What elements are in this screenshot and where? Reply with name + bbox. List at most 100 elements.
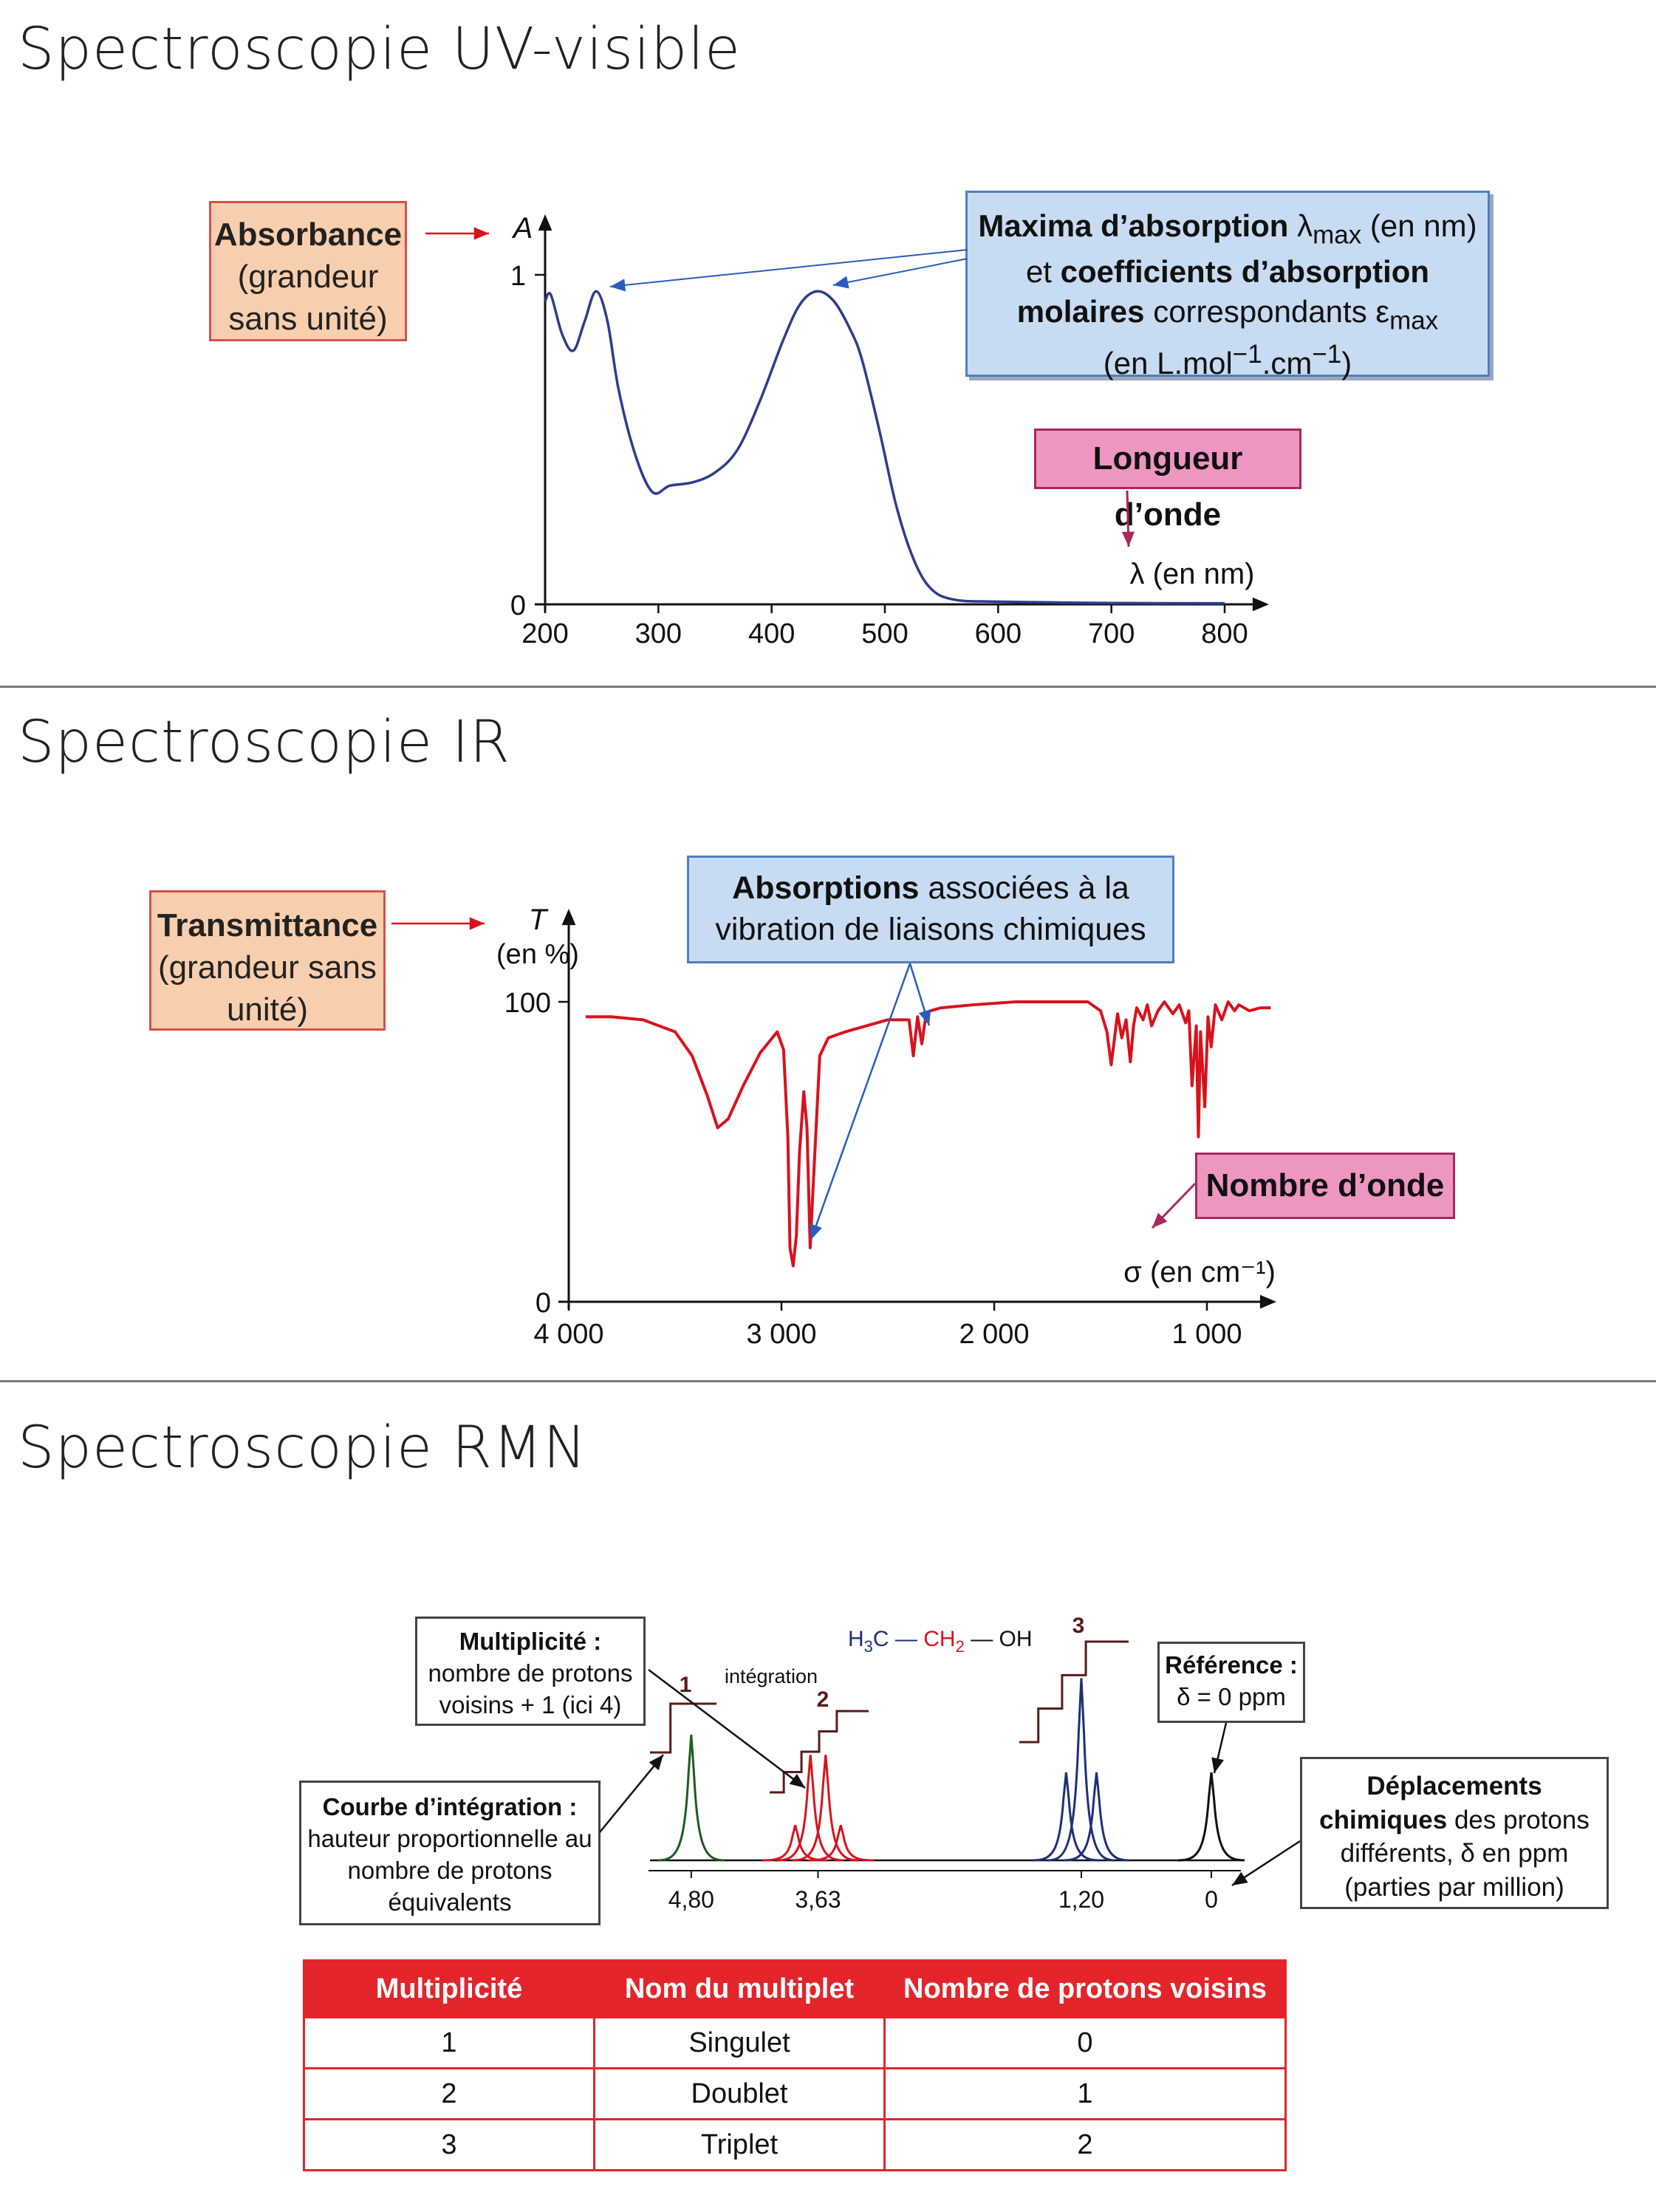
ir-x-tick-label: 2 000 (959, 1319, 1029, 1350)
nmr-peak (1063, 1772, 1130, 1862)
table-cell: 2 (303, 2067, 595, 2120)
table-cell: 3 (303, 2118, 595, 2171)
nmr-courbe-arrow (599, 1754, 664, 1833)
uv-x-tick-label: 800 (1201, 618, 1248, 649)
uv-y-tick-label: 1 (510, 261, 526, 292)
nmr-reference-arrow-head (1211, 1757, 1224, 1773)
table-cell: 1 (303, 2016, 595, 2069)
ir-x-tick-label: 1 000 (1171, 1319, 1242, 1350)
unit-b: .cm (1262, 346, 1313, 381)
ir-x-axis-arrow (1259, 1294, 1276, 1309)
uv-x-tick-label: 200 (521, 618, 568, 649)
ir-x-axis-label: σ (en cm⁻¹) (1123, 1256, 1276, 1288)
nmr-section-title: Spectroscopie RMN (18, 1415, 587, 1481)
nombre-onde-box: Nombre d’onde (1195, 1153, 1455, 1219)
uv-absorbance-curve (544, 290, 1225, 605)
uv-x-tick-label: 400 (748, 618, 795, 649)
deplacements-box-title: Déplacements chimiques (1319, 1772, 1542, 1834)
uv-absorbance-arrow-head (473, 227, 489, 240)
uv-x-tick-label: 700 (1088, 618, 1135, 649)
table-cell: 1 (883, 2067, 1287, 2120)
nmr-integration-curve (1019, 1640, 1129, 1744)
ir-absorption-arrow-1-head (810, 1223, 822, 1240)
nmr-multiplicite-arrow (648, 1669, 806, 1789)
table-cell: Singulet (593, 2016, 886, 2069)
nmr-peak (1033, 1772, 1100, 1862)
table-cell: Doublet (593, 2067, 886, 2120)
ir-y-axis-arrow (561, 909, 576, 926)
ir-absorption-arrow-1 (810, 963, 911, 1240)
nmr-group-label: 1 (680, 1673, 692, 1697)
table-header: Nombre de protons voisins (883, 1959, 1287, 2018)
courbe-integration-box: Courbe d’intégration : hauteur proportio… (299, 1781, 601, 1925)
table-row: 1 Singulet 0 (303, 2016, 1287, 2069)
ir-section-title: Spectroscopie IR (18, 709, 510, 776)
nmr-integration-curve (770, 1710, 869, 1794)
uv-y-axis-label: A (512, 212, 533, 245)
divider-2 (0, 1380, 1656, 1382)
reference-box-title: Référence : (1165, 1651, 1298, 1679)
transmittance-box-text: (grandeur sans unité) (158, 949, 377, 1028)
unit-c: ) (1341, 346, 1352, 381)
maxima-box-bold-1: Maxima d’absorption (978, 208, 1289, 243)
nmr-x-tick-label: 3,63 (795, 1886, 841, 1913)
ir-transmittance-curve (586, 1000, 1271, 1268)
nmr-deplacements-arrow-head (1232, 1871, 1248, 1885)
reference-box-text: δ = 0 ppm (1177, 1682, 1286, 1710)
multiplicite-box: Multiplicité : nombre de protons voisins… (415, 1617, 646, 1726)
uv-chart: 200 300 400 500 600 700 800 0 1 Aλ (en nm) (425, 212, 1269, 649)
absorptions-box-title: Absorptions (732, 870, 920, 906)
deplacements-box: Déplacements chimiques des protons diffé… (1300, 1757, 1609, 1909)
unit-sup-2: −1 (1312, 340, 1342, 369)
absorbance-box-text: (grandeur sans unité) (228, 259, 388, 338)
nmr-x-tick-label: 0 (1205, 1886, 1218, 1913)
multiplicite-box-title: Multiplicité : (459, 1628, 602, 1655)
nmr-integration-curve (650, 1702, 716, 1754)
ir-y-tick-label: 100 (504, 988, 551, 1019)
table-cell: Triplet (593, 2118, 886, 2171)
lambda-symbol: λ (1297, 208, 1313, 243)
maxima-box-bold-3: molaires (1016, 294, 1145, 330)
ir-nombre-arrow-head (1152, 1212, 1168, 1228)
nmr-peak (762, 1825, 829, 1862)
absorptions-box: Absorptions associées à la vibration de … (687, 856, 1174, 963)
lambda-sub: max (1313, 220, 1362, 250)
ir-x-tick-label: 4 000 (533, 1319, 603, 1350)
ir-y-axis-label: T (529, 904, 549, 936)
uv-x-axis-label: λ (en nm) (1130, 558, 1255, 590)
nmr-peak (1047, 1678, 1115, 1862)
courbe-box-text: hauteur proportionnelle au nombre de pro… (307, 1824, 592, 1916)
uv-y-axis-arrow (538, 214, 552, 231)
nmr-peak (1177, 1772, 1245, 1862)
maxima-box-bold-2: coefficients d’absorption (1060, 253, 1430, 289)
nmr-peak (777, 1755, 844, 1862)
nmr-chart: 4,80 3,63 1,20 0 1 2 3 intégration H3C — CH2 — O… (599, 1614, 1301, 1913)
table-cell: 2 (883, 2118, 1287, 2171)
maxima-unit: (en nm) (1369, 208, 1477, 243)
nmr-group-label: 2 (817, 1687, 829, 1712)
uv-maxima-arrow-2-head (833, 276, 849, 289)
nmr-multiplicite-arrow-head (789, 1773, 805, 1788)
absorbance-box-title: Absorbance (213, 216, 403, 253)
transmittance-box: Transmittance (grandeur sans unité) (149, 890, 386, 1031)
table-header: Nom du multiplet (593, 1959, 886, 2018)
nmr-courbe-arrow-head (649, 1755, 663, 1771)
ir-transmittance-arrow-head (469, 917, 485, 930)
uv-maxima-arrow-2 (832, 258, 968, 286)
multiplicite-box-text: nombre de protons voisins + 1 (ici 4) (428, 1659, 633, 1718)
nombre-onde-label: Nombre d’onde (1205, 1167, 1445, 1204)
longueur-onde-box: Longueur d’onde (1034, 429, 1301, 533)
epsilon-text: correspondants ε (1153, 294, 1390, 330)
absorbance-box: Absorbance (grandeur sans unité) (209, 201, 407, 341)
maxima-et: et (1025, 253, 1052, 289)
table-header: Multiplicité (303, 1959, 595, 2018)
uv-x-tick-label: 500 (861, 618, 908, 649)
transmittance-box-title: Transmittance (157, 907, 378, 943)
ir-y-tick-label: 0 (536, 1288, 551, 1319)
uv-maxima-arrow-1-head (610, 279, 626, 292)
uv-x-tick-label: 300 (635, 618, 682, 649)
maxima-box: Maxima d’absorption λmax (en nm) et coef… (965, 191, 1490, 381)
uv-x-tick-label: 600 (975, 618, 1022, 649)
reference-box: Référence : δ = 0 ppm (1157, 1642, 1305, 1723)
table-cell: 0 (883, 2016, 1287, 2069)
